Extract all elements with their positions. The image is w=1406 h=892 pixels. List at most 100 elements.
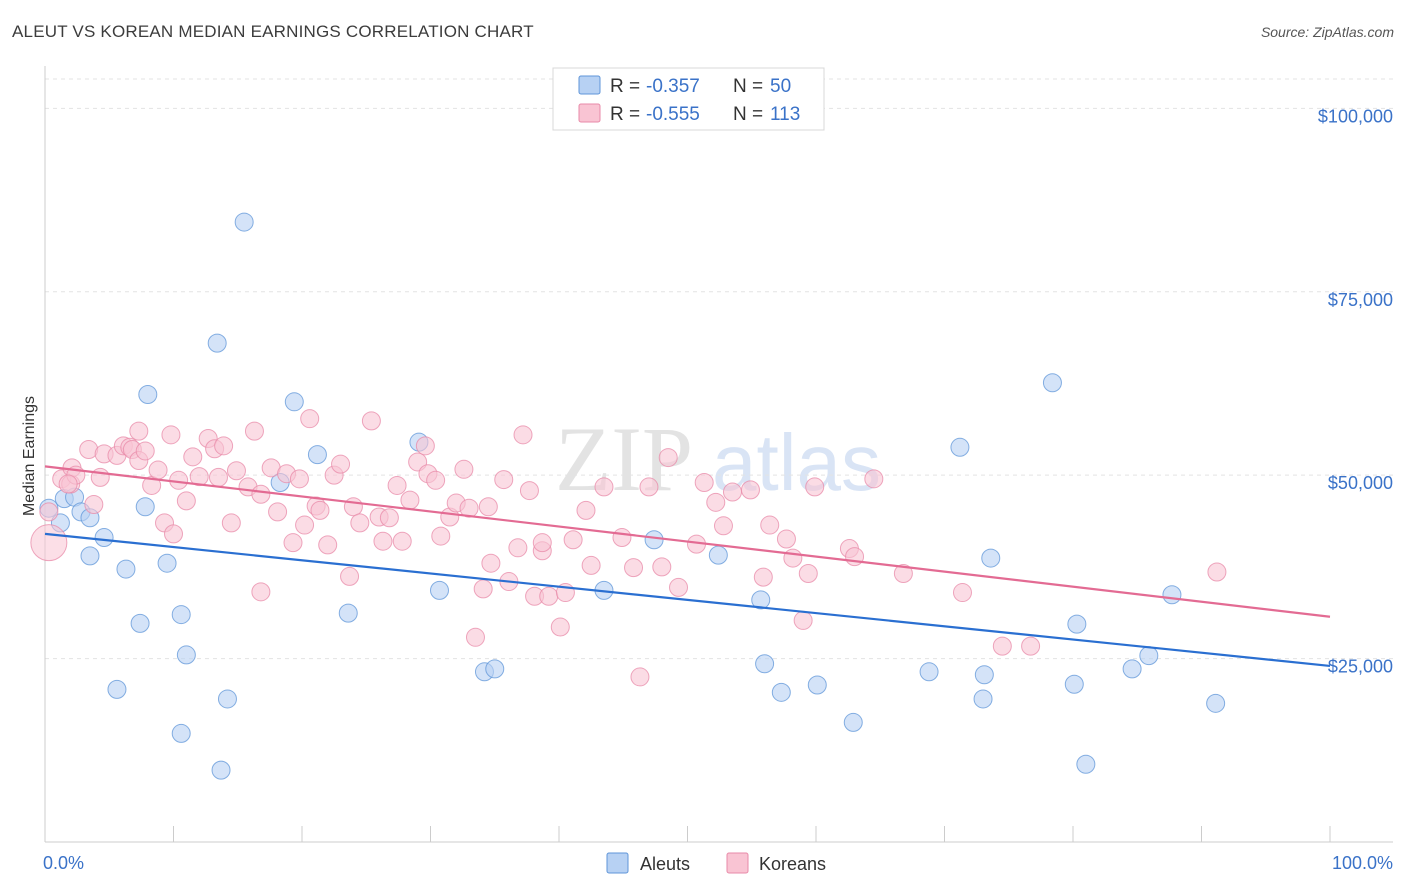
korean-point	[331, 454, 351, 474]
aleut-point	[751, 590, 771, 610]
korean-trend-line	[44, 465, 1331, 618]
korean-point	[798, 563, 818, 583]
korean-point	[459, 498, 479, 518]
gridlines	[45, 78, 1393, 660]
aleut-point	[234, 212, 254, 232]
korean-point	[465, 627, 485, 647]
y-tick-labels: $25,000 $50,000 $75,000 $100,000	[1318, 106, 1393, 676]
korean-point	[658, 448, 678, 468]
korean-point	[669, 577, 689, 597]
korean-point	[694, 473, 714, 493]
korean-point	[251, 582, 271, 602]
korean-point	[39, 502, 59, 522]
korean-point	[183, 447, 203, 467]
korean-point	[373, 531, 393, 551]
korean-point	[268, 502, 288, 522]
korean-point	[473, 579, 493, 599]
aleut-trend-line	[44, 532, 1331, 668]
aleut-point	[919, 662, 939, 682]
korean-point	[251, 484, 271, 504]
korean-point	[550, 617, 570, 637]
korean-point	[992, 636, 1012, 656]
aleut-point	[1067, 614, 1087, 634]
korean-point	[189, 467, 209, 487]
legend-n-value-koreans: 113	[770, 104, 800, 125]
aleut-point	[1064, 674, 1084, 694]
korean-point	[30, 524, 68, 562]
series-legend: Aleuts Koreans	[606, 852, 826, 874]
aleut-point	[1076, 754, 1096, 774]
korean-point	[84, 495, 104, 515]
korean-point	[387, 475, 407, 495]
legend-r-value-koreans: -0.555	[646, 104, 700, 125]
aleut-point	[138, 384, 158, 404]
aleut-point	[973, 689, 993, 709]
korean-point	[652, 557, 672, 577]
aleut-point	[107, 679, 127, 699]
aleut-point	[1042, 373, 1062, 393]
legend-r-value-aleuts: -0.357	[646, 76, 700, 97]
korean-point	[639, 477, 659, 497]
aleut-point	[485, 659, 505, 679]
korean-point	[952, 583, 972, 603]
korean-point	[630, 667, 650, 687]
korean-point	[783, 548, 803, 568]
korean-point	[431, 526, 451, 546]
korean-point	[454, 459, 474, 479]
korean-point	[164, 524, 183, 544]
legend-r-label-koreans: R =	[610, 104, 640, 125]
aleut-point	[130, 613, 150, 633]
aleut-point	[217, 689, 237, 709]
trend-lines	[44, 465, 1331, 668]
korean-point	[576, 500, 596, 520]
aleut-point	[307, 445, 327, 465]
axes	[44, 66, 1393, 843]
korean-point	[624, 558, 644, 578]
bottom-legend-swatch-aleuts	[606, 852, 629, 874]
korean-point	[805, 477, 825, 497]
korean-point	[289, 469, 309, 489]
aleut-point	[211, 760, 231, 780]
korean-point	[776, 529, 796, 549]
korean-point	[415, 436, 435, 456]
korean-point	[513, 425, 533, 445]
aleut-points	[39, 212, 1226, 780]
korean-point	[612, 528, 632, 548]
aleut-point	[429, 580, 449, 600]
korean-point	[532, 533, 552, 553]
aleut-point	[171, 605, 191, 625]
korean-point	[310, 500, 330, 520]
aleut-point	[807, 675, 827, 695]
korean-point	[1207, 562, 1227, 582]
korean-point	[508, 538, 528, 558]
korean-point	[208, 467, 228, 487]
korean-point	[58, 474, 78, 494]
y-tick-label: $100,000	[1318, 106, 1393, 126]
korean-point	[519, 481, 539, 501]
x-tick-label-max: 100.0%	[1332, 853, 1393, 873]
aleut-point	[1162, 585, 1182, 605]
aleut-point	[207, 333, 227, 353]
korean-point	[295, 515, 315, 535]
aleut-point	[284, 392, 304, 412]
aleut-point	[176, 645, 196, 665]
korean-point	[129, 421, 149, 441]
korean-point	[343, 497, 363, 517]
korean-point	[318, 535, 338, 555]
korean-point	[226, 461, 246, 481]
korean-point	[539, 586, 559, 606]
aleut-point	[950, 437, 970, 457]
korean-point	[793, 610, 813, 630]
aleut-point	[171, 723, 191, 743]
chart-title: ALEUT VS KOREAN MEDIAN EARNINGS CORRELAT…	[12, 22, 534, 41]
aleut-point	[974, 665, 994, 685]
korean-point	[864, 469, 884, 489]
korean-point	[221, 513, 241, 533]
korean-point	[494, 470, 514, 490]
korean-point	[893, 563, 913, 583]
korean-point	[1021, 636, 1041, 656]
legend-n-value-aleuts: 50	[770, 76, 791, 97]
korean-point	[478, 497, 498, 517]
aleut-point	[1122, 659, 1142, 679]
